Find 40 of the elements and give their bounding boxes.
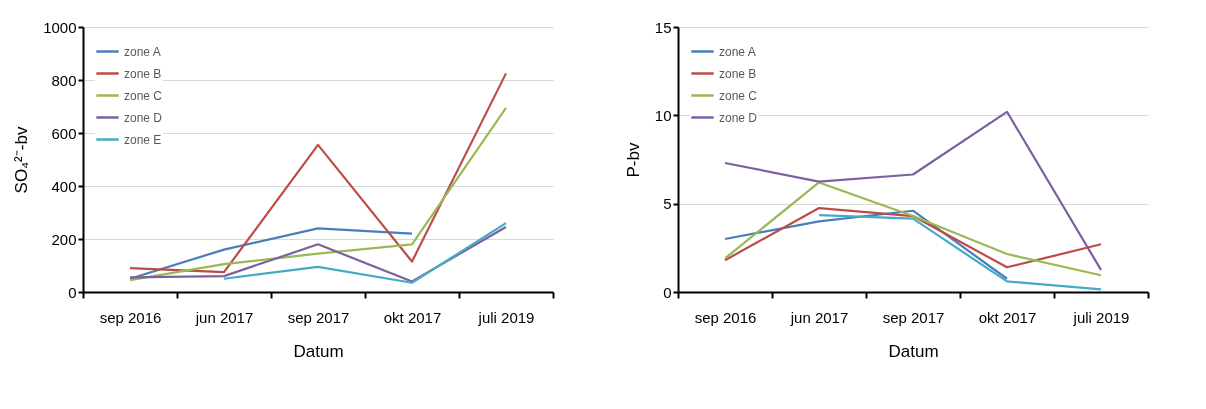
x-axis-title: Datum bbox=[293, 341, 344, 361]
y-axis-title: P-bv bbox=[623, 142, 643, 178]
y-tick-label: 200 bbox=[51, 230, 77, 248]
y-axis-title: SO₄²⁻-bv bbox=[12, 126, 32, 194]
y-tick-label: 10 bbox=[654, 106, 672, 124]
x-tick-label: sep 2017 bbox=[882, 308, 945, 326]
legend-label: zone A bbox=[124, 44, 161, 59]
line-series bbox=[128, 227, 414, 280]
y-tick-label: 0 bbox=[663, 283, 672, 301]
line-series bbox=[817, 214, 1103, 291]
x-tick-label: okt 2017 bbox=[978, 308, 1037, 326]
y-tick-label: 0 bbox=[68, 283, 77, 301]
y-tick-label: 1000 bbox=[43, 18, 77, 36]
y-tick-label: 400 bbox=[51, 177, 77, 195]
legend-label: zone E bbox=[124, 132, 162, 147]
y-tick-label: 600 bbox=[51, 124, 77, 142]
line-series bbox=[222, 222, 508, 284]
y-tick-label: 800 bbox=[51, 71, 77, 89]
x-tick-label: sep 2016 bbox=[694, 308, 757, 326]
legend-label: zone A bbox=[719, 44, 756, 59]
legend-label: zone C bbox=[719, 88, 758, 103]
x-tick-label: sep 2016 bbox=[99, 308, 162, 326]
x-tick-label: jun 2017 bbox=[194, 308, 254, 326]
y-tick-label: 5 bbox=[663, 195, 672, 213]
legend-label: zone B bbox=[719, 66, 757, 81]
x-tick-label: okt 2017 bbox=[383, 308, 442, 326]
line-series bbox=[723, 181, 1103, 277]
y-tick-label: 15 bbox=[654, 18, 672, 36]
line-series bbox=[723, 209, 1009, 280]
legend-label: zone D bbox=[719, 110, 758, 125]
legend-label: zone D bbox=[124, 110, 163, 125]
legend-label: zone B bbox=[124, 66, 162, 81]
x-axis-title: Datum bbox=[888, 341, 939, 361]
line-series bbox=[723, 206, 1103, 269]
x-tick-label: jun 2017 bbox=[789, 308, 849, 326]
line-series bbox=[128, 225, 508, 283]
x-tick-label: juli 2019 bbox=[477, 308, 535, 326]
x-tick-label: juli 2019 bbox=[1072, 308, 1130, 326]
x-tick-label: sep 2017 bbox=[287, 308, 350, 326]
legend-label: zone C bbox=[124, 88, 163, 103]
